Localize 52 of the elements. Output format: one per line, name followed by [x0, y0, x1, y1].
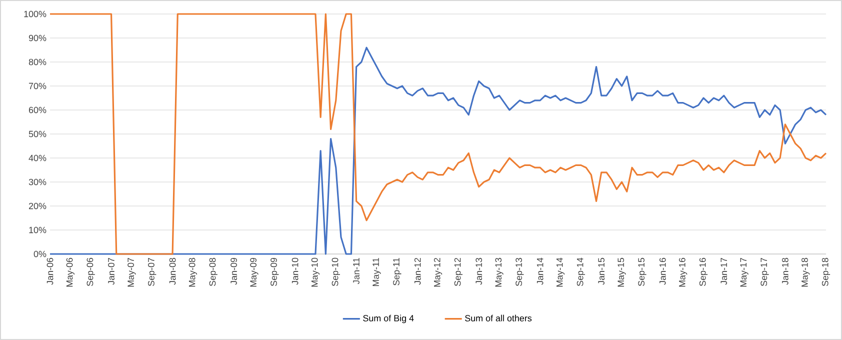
x-tick-label: May-11 — [372, 258, 381, 286]
x-tick-label: May-13 — [495, 258, 504, 287]
x-tick-label: Sep-12 — [454, 258, 462, 286]
x-tick-label: May-18 — [802, 258, 810, 287]
x-tick-label: Sep-17 — [760, 258, 769, 286]
x-tick-label: Sep-13 — [516, 258, 524, 286]
x-tick-label: Sep-06 — [86, 258, 95, 286]
x-tick-label: Sep-07 — [148, 258, 156, 286]
x-tick-label: Jan-15 — [598, 258, 605, 285]
legend-label: Sum of Big 4 — [363, 314, 414, 324]
x-tick-label: May-07 — [128, 258, 136, 287]
y-tick-label: 10% — [29, 226, 46, 234]
x-tick-label: May-16 — [678, 258, 688, 287]
x-tick-label: Jan-07 — [108, 258, 114, 285]
x-tick-label: May-17 — [740, 258, 748, 287]
x-tick-label: Sep-14 — [576, 258, 586, 286]
x-tick-label: Jan-16 — [659, 258, 666, 285]
x-tick-label: Sep-08 — [209, 258, 218, 286]
y-tick-label: 90% — [28, 34, 46, 42]
y-tick-label: 50% — [28, 130, 46, 138]
x-tick-label: Sep-16 — [699, 258, 708, 286]
x-tick-label: Sep-15 — [638, 258, 646, 286]
x-tick-label: May-14 — [556, 258, 565, 287]
y-tick-label: 70% — [28, 82, 46, 90]
x-tick-label: May-09 — [250, 258, 258, 287]
y-tick-label: 30% — [28, 178, 46, 186]
y-tick-label: 60% — [28, 106, 46, 114]
x-tick-label: Jan-10 — [292, 258, 298, 285]
x-tick-label: Sep-10 — [332, 258, 340, 286]
legend-label: Sum of all others — [465, 314, 532, 322]
y-tick-label: 20% — [28, 202, 46, 210]
x-tick-label: Sep-11 — [393, 258, 402, 286]
x-tick-label: Jan-12 — [414, 258, 421, 285]
x-tick-label: Jan-14 — [536, 258, 544, 285]
x-tick-label: Jan-13 — [476, 258, 482, 285]
y-tick-label: 80% — [28, 58, 46, 66]
x-tick-label: Sep-18 — [822, 258, 830, 286]
y-tick-label: 100% — [24, 10, 46, 18]
x-tick-label: Jan-18 — [782, 258, 788, 285]
x-tick-label: May-08 — [188, 258, 198, 287]
x-tick-label: May-10 — [311, 258, 320, 287]
x-tick-label: May-06 — [66, 258, 74, 287]
y-tick-label: 0% — [34, 250, 46, 258]
x-tick-label: Jan-09 — [230, 258, 237, 285]
x-tick-label: May-15 — [618, 258, 626, 287]
x-tick-label: Sep-09 — [270, 258, 279, 286]
x-tick-label: May-12 — [434, 258, 442, 287]
x-tick-label: Jan-11 — [353, 258, 360, 284]
x-tick-label: Jan-17 — [720, 258, 728, 285]
y-tick-label: 40% — [28, 154, 46, 162]
x-tick-label: Jan-08 — [169, 258, 176, 285]
x-tick-label: Jan-06 — [46, 258, 54, 285]
